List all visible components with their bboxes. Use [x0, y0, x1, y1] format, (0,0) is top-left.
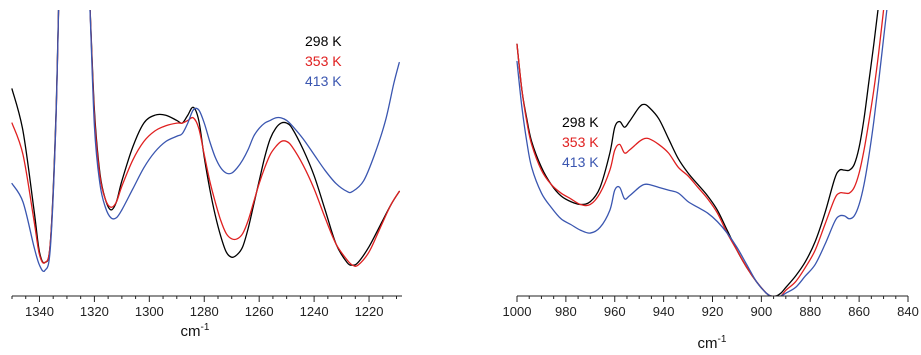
- x-tick-label: 1320: [80, 304, 109, 319]
- x-axis: 1000 980 960 940 920 900 880 860 840: [503, 295, 919, 319]
- x-axis: 1340 1320 1300 1280 1260 1240 1220: [11, 295, 402, 319]
- x-tick-label: 1260: [245, 304, 274, 319]
- series-line-298k: [11, 10, 400, 266]
- x-axis-title-exponent: -1: [201, 322, 210, 333]
- legend-entry-353k: 353 K: [562, 134, 599, 150]
- legend: 298 K 353 K 413 K: [305, 33, 342, 89]
- x-tick-label: 940: [653, 304, 675, 319]
- x-axis-title-unit: cm: [181, 323, 201, 340]
- series-line-413k: [516, 10, 888, 296]
- legend-entry-353k: 353 K: [305, 53, 342, 69]
- chart-right-1000-840: 1000 980 960 940 920 900 880 860 840 298 K 353 K 4…: [503, 10, 919, 352]
- legend: 298 K 353 K 413 K: [562, 114, 599, 170]
- x-axis-title: cm-1: [181, 322, 210, 340]
- series-layer: [11, 10, 400, 273]
- x-tick-label: 960: [604, 304, 626, 319]
- x-tick-label: 860: [848, 304, 870, 319]
- x-tick-label: 880: [799, 304, 821, 319]
- series-layer: [516, 10, 888, 296]
- x-axis-title-exponent: -1: [718, 334, 727, 345]
- series-line-353k: [11, 10, 400, 267]
- legend-entry-298k: 298 K: [305, 33, 342, 49]
- x-tick-label: 1000: [503, 304, 532, 319]
- legend-entry-413k: 413 K: [305, 73, 342, 89]
- x-tick-label: 900: [751, 304, 773, 319]
- x-axis-title-unit: cm: [698, 335, 718, 352]
- legend-entry-298k: 298 K: [562, 114, 599, 130]
- x-tick-label: 1300: [135, 304, 164, 319]
- series-line-298k: [516, 10, 879, 296]
- legend-entry-413k: 413 K: [562, 154, 599, 170]
- x-tick-label: 1280: [190, 304, 219, 319]
- x-tick-label: 920: [702, 304, 724, 319]
- x-tick-label: 840: [897, 304, 919, 319]
- x-axis-title: cm-1: [698, 334, 727, 352]
- series-line-413k: [11, 10, 400, 273]
- x-tick-label: 1340: [25, 304, 54, 319]
- chart-left-1350-1210: 1340 1320 1300 1280 1260 1240 1220 298 K 353 K 4…: [11, 10, 402, 340]
- x-tick-label: 1240: [300, 304, 329, 319]
- x-tick-label: 980: [555, 304, 577, 319]
- series-line-353k: [516, 10, 885, 296]
- x-tick-label: 1220: [355, 304, 384, 319]
